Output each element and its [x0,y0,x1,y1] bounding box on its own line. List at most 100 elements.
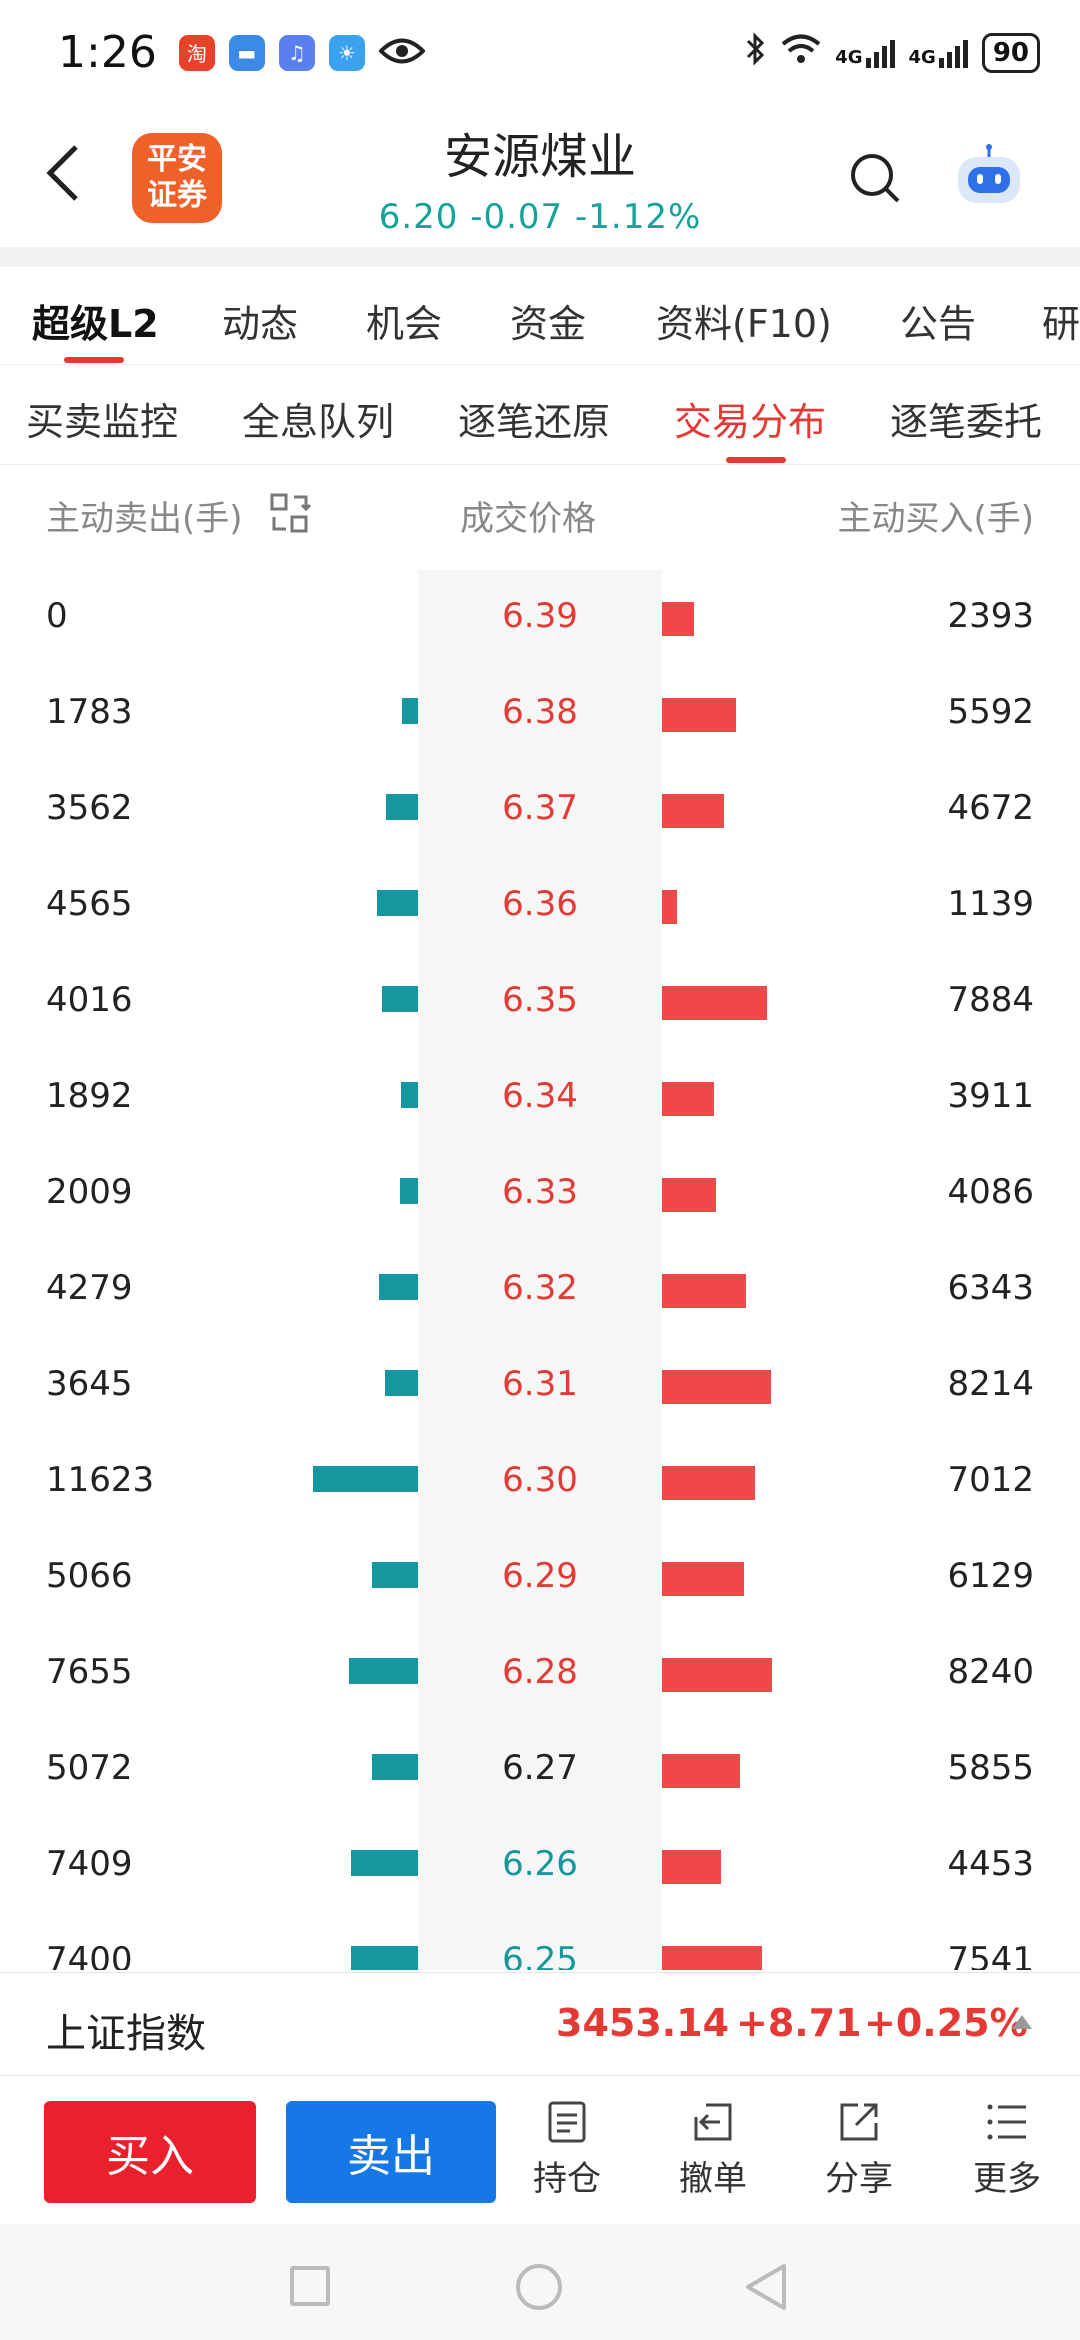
distribution-row: 4279 6.32 6343 [0,1242,1080,1338]
active-sell-volume: 2009 [46,1172,133,1212]
active-sell-volume: 11623 [46,1460,155,1500]
sell-volume-bar [379,1274,418,1300]
tab-announcements[interactable]: 公告 [900,302,977,346]
status-bar: 1:26 淘 ▬ ♫ ☀ 4G 4G 90 [0,0,1080,105]
subtab-order-monitor[interactable]: 买卖监控 [26,400,179,444]
more-icon [987,2104,1026,2140]
col-active-buy: 主动买入(手) [837,499,1034,539]
tab-f10[interactable]: 资料(F10) [656,302,832,346]
buy-volume-bar [662,794,725,828]
more-button[interactable]: 更多 [952,2099,1062,2200]
logo-text: 平安证券 [147,142,207,213]
buy-volume-bar [662,602,694,636]
subtab-tick-replay[interactable]: 逐笔还原 [458,400,611,444]
active-sell-volume: 7409 [46,1844,133,1884]
subtab-tick-orders[interactable]: 逐笔委托 [890,400,1043,444]
buy-volume-bar [662,1178,717,1212]
expand-up-icon[interactable] [1012,2015,1032,2029]
position-button[interactable]: 持仓 [512,2099,622,2200]
distribution-row: 3645 6.31 8214 [0,1338,1080,1434]
tab-dynamics[interactable]: 动态 [222,302,299,346]
active-sell-volume: 5066 [46,1556,133,1596]
active-sell-volume: 7655 [46,1652,133,1692]
trade-price: 6.32 [502,1268,578,1308]
sell-volume-bar [385,1370,418,1396]
message-icon: ▬ [228,34,265,71]
trade-price: 6.34 [502,1076,578,1116]
trade-distribution-table[interactable]: 0 6.39 2393 1783 6.38 5592 3562 6.37 4672 4565 6.3… [0,570,1080,1970]
buy-volume-bar [662,1082,715,1116]
active-sell-volume: 7400 [46,1940,133,1970]
cancel-order-button[interactable]: 撤单 [658,2099,768,2200]
sub-tabs: 买卖监控 全息队列 逐笔还原 交易分布 逐笔委托 [0,365,1080,465]
sell-volume-bar [351,1946,418,1970]
sell-volume-bar [372,1562,418,1588]
stock-name: 安源煤业 [443,129,636,185]
active-sell-volume: 1783 [46,692,133,732]
trade-price: 6.28 [502,1652,578,1692]
bluetooth-icon [745,32,767,73]
broker-logo[interactable]: 平安证券 [132,133,222,223]
trade-price: 6.33 [502,1172,578,1212]
sell-volume-bar [381,986,418,1012]
active-buy-volume: 4453 [947,1844,1034,1884]
back-button[interactable] [44,143,94,203]
nav-back-icon[interactable] [744,2262,788,2316]
robot-assistant-icon[interactable] [952,143,1026,209]
share-icon [840,2103,878,2141]
tab-opportunity[interactable]: 机会 [366,302,443,346]
distribution-row: 4016 6.35 7884 [0,954,1080,1050]
search-icon[interactable] [848,151,902,205]
trade-action-bar: 买入 卖出 持仓 撤单 分享 更多 [0,2077,1080,2223]
buy-volume-bar [662,1562,744,1596]
home-icon[interactable] [516,2264,562,2310]
distribution-row: 7655 6.28 8240 [0,1626,1080,1722]
trade-price: 6.37 [502,788,578,828]
buy-button[interactable]: 买入 [44,2101,256,2203]
share-button[interactable]: 分享 [804,2099,914,2200]
sell-volume-bar [349,1658,418,1684]
sell-volume-bar [400,1082,418,1108]
recent-apps-icon[interactable] [290,2266,330,2306]
tab-funds[interactable]: 资金 [510,302,587,346]
trade-price: 6.35 [502,980,578,1020]
distribution-row: 7409 6.26 4453 [0,1818,1080,1914]
distribution-row: 11623 6.30 7012 [0,1434,1080,1530]
sell-volume-bar [385,794,418,820]
index-change: +8.71 [736,2001,862,2045]
main-tab-indicator [64,357,124,363]
sell-volume-bar [401,698,418,724]
stock-quote: 6.20 -0.07 -1.12% [378,197,702,237]
music-icon: ♫ [278,34,315,71]
column-header: 主动卖出(手) 成交价格 主动买入(手) [0,465,1080,561]
subtab-trade-distribution[interactable]: 交易分布 [674,400,827,444]
swap-columns-icon[interactable] [268,491,312,535]
trade-price: 6.25 [502,1940,578,1970]
tab-super-l2[interactable]: 超级L2 [32,302,159,346]
distribution-row: 2009 6.33 4086 [0,1146,1080,1242]
eye-icon [377,36,426,70]
trade-price: 6.31 [502,1364,578,1404]
price-column-band [418,570,662,1970]
active-buy-volume: 2393 [947,596,1034,636]
tab-research[interactable]: 研 [1042,302,1080,346]
active-sell-volume: 5072 [46,1748,133,1788]
share-label: 分享 [825,2159,893,2199]
active-buy-volume: 4672 [947,788,1034,828]
active-buy-volume: 3911 [947,1076,1034,1116]
active-sell-volume: 1892 [46,1076,133,1116]
sell-button[interactable]: 卖出 [286,2101,496,2203]
buy-volume-bar [662,986,767,1020]
active-buy-volume: 4086 [947,1172,1034,1212]
subtab-full-queue[interactable]: 全息队列 [242,400,395,444]
distribution-row: 4565 6.36 1139 [0,858,1080,954]
active-buy-volume: 8214 [947,1364,1034,1404]
index-ticker[interactable]: 上证指数 3453.14 +8.71 +0.25% [0,1972,1080,2076]
distribution-row: 3562 6.37 4672 [0,762,1080,858]
position-label: 持仓 [533,2159,601,2199]
active-buy-volume: 1139 [947,884,1034,924]
active-sell-volume: 3562 [46,788,133,828]
signal-icon: 4G [835,38,895,68]
col-active-sell: 主动卖出(手) [46,499,243,539]
battery-level: 90 [992,37,1029,68]
